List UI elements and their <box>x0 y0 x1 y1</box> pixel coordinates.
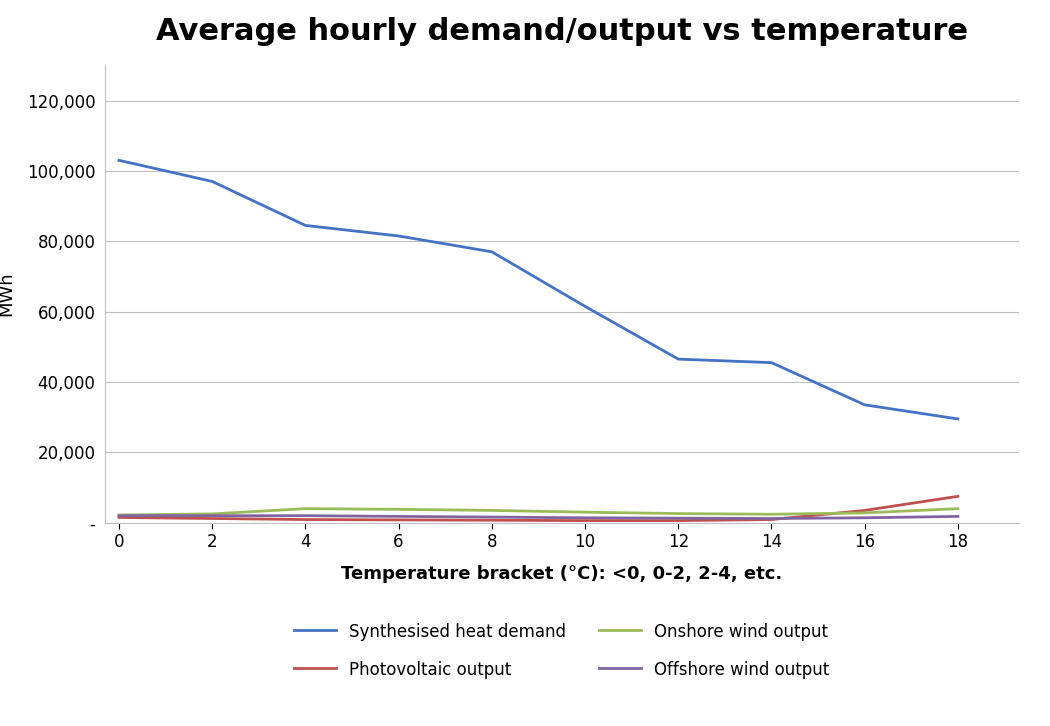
Title: Average hourly demand/output vs temperature: Average hourly demand/output vs temperat… <box>155 17 968 46</box>
X-axis label: Temperature bracket (°C): <0, 0-2, 2-4, etc.: Temperature bracket (°C): <0, 0-2, 2-4, … <box>341 565 782 583</box>
Legend: Synthesised heat demand, Photovoltaic output, Onshore wind output, Offshore wind: Synthesised heat demand, Photovoltaic ou… <box>294 622 830 679</box>
Y-axis label: MWh: MWh <box>0 272 16 317</box>
